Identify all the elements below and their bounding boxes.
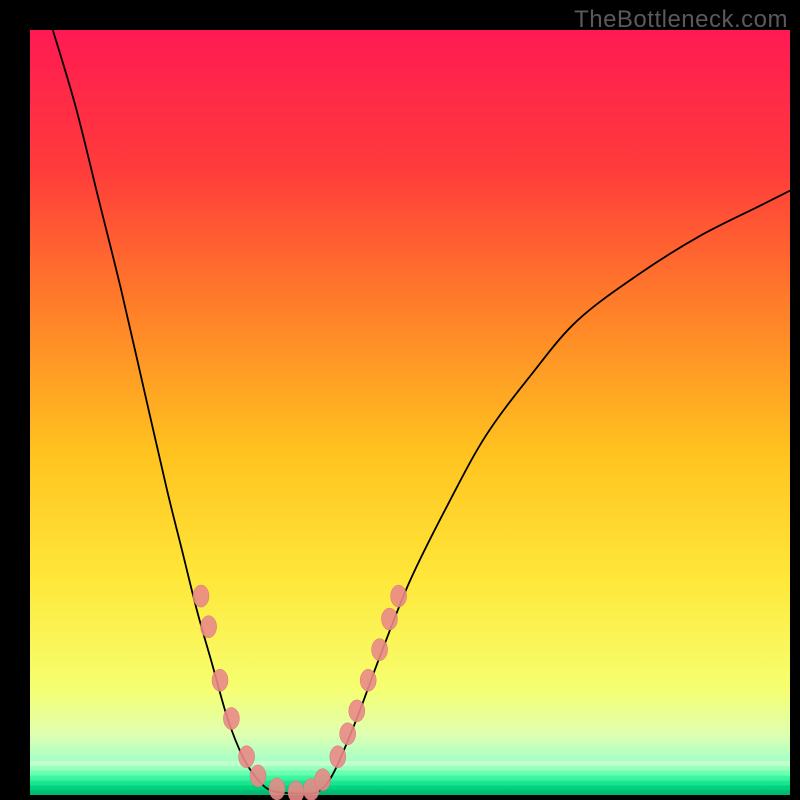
curve-marker	[315, 769, 331, 791]
curve-marker	[223, 708, 239, 730]
curve-marker	[239, 746, 255, 768]
curve-marker	[360, 669, 376, 691]
chart-svg	[0, 0, 800, 800]
curve-marker	[201, 616, 217, 638]
curve-marker	[372, 639, 388, 661]
curve-marker	[269, 778, 285, 800]
curve-marker	[212, 669, 228, 691]
v-curve	[53, 30, 790, 794]
curve-marker	[250, 765, 266, 787]
curve-marker	[381, 608, 397, 630]
curve-marker	[193, 585, 209, 607]
curve-marker	[391, 585, 407, 607]
curve-marker	[330, 746, 346, 768]
curve-marker	[349, 700, 365, 722]
curve-marker	[288, 781, 304, 800]
curve-marker	[340, 723, 356, 745]
